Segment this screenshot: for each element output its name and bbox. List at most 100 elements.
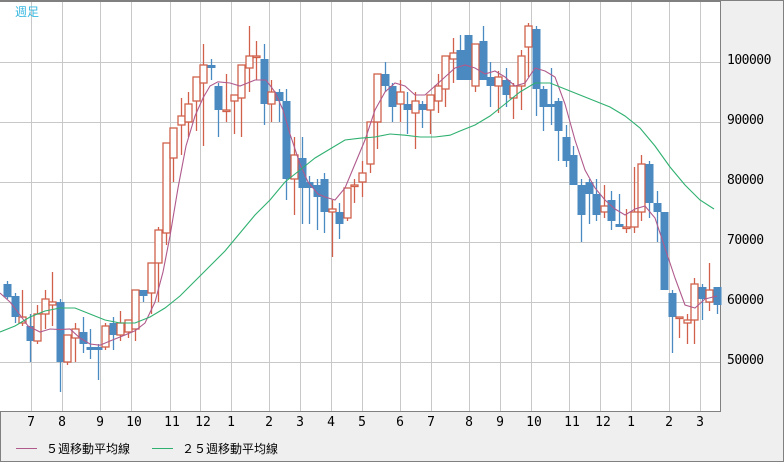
candle-body-down (260, 59, 269, 104)
x-tick-label: 3 (296, 415, 304, 430)
x-tick-label: 10 (126, 415, 142, 430)
x-tick-label: 7 (427, 415, 435, 430)
candle-body-up (252, 55, 261, 59)
y-tick-label: 80000 (727, 173, 764, 188)
legend-line-5-week-ma (16, 448, 37, 449)
x-tick-label: 8 (465, 415, 473, 430)
candle-body-down (298, 158, 307, 188)
candle-body-up (411, 100, 420, 114)
candle-body-down (653, 203, 662, 212)
legend: ５週移動平均線 ２５週移動平均線 (16, 440, 300, 457)
candle-body-down (577, 185, 586, 215)
candle-body-down (539, 89, 548, 107)
y-tick-label: 50000 (727, 353, 764, 368)
candle-body-up (48, 301, 57, 306)
x-tick-label: 7 (27, 415, 35, 430)
candle-body-up (630, 211, 639, 228)
candle-body-down (502, 80, 511, 95)
x-tick-label: 6 (396, 415, 404, 430)
candle-body-up (230, 94, 239, 102)
candle-body-up (600, 205, 609, 213)
candle-body-down (562, 137, 571, 161)
legend-item-25-week-ma: ２５週移動平均線 (152, 440, 278, 457)
candle-body-down (486, 77, 495, 86)
candle-body-up (622, 226, 631, 230)
x-tick-label: 8 (58, 415, 66, 430)
candle-body-down (388, 86, 397, 107)
candle-body-down (615, 224, 624, 227)
candle-body-down (592, 194, 601, 215)
candle-body-down (479, 41, 488, 80)
x-tick-label: 1 (227, 415, 235, 430)
candle-body-down (418, 104, 427, 110)
candle-body-up (41, 298, 50, 315)
candle-body-up (177, 115, 186, 126)
candle-body-up (471, 43, 480, 87)
x-tick-label: 4 (327, 415, 335, 430)
candle-body-down (456, 50, 465, 80)
candle-body-up (494, 76, 503, 87)
candle-body-down (11, 296, 20, 317)
candle-body-up (358, 172, 367, 183)
candle-body-up (162, 142, 171, 234)
x-tick-label: 3 (696, 415, 704, 430)
candle-body-down (381, 74, 390, 86)
candle-body-down (607, 200, 616, 221)
x-tick-label: 9 (96, 415, 104, 430)
candle-body-down (282, 101, 291, 179)
candle-body-down (275, 92, 284, 101)
candle-body-up (101, 325, 110, 348)
x-tick-label: 11 (164, 415, 180, 430)
candle-body-down (668, 293, 677, 317)
candle-body-up (237, 64, 246, 99)
candle-body-down (464, 35, 473, 80)
candle-body-down (569, 155, 578, 185)
y-tick-label: 70000 (727, 233, 764, 248)
candle-body-down (713, 287, 722, 305)
candle-body-up (449, 52, 458, 60)
candle-body-down (403, 104, 412, 110)
candle-body-up (222, 109, 231, 113)
candle-body-down (26, 326, 35, 341)
candle-body-down (645, 164, 654, 203)
candle-body-up (245, 55, 254, 69)
candle-body-down (698, 287, 707, 299)
candle-body-down (214, 86, 223, 110)
ma-25-week-line (0, 82, 715, 333)
x-tick-label: 1 (627, 415, 635, 430)
y-tick-label: 100000 (727, 53, 771, 68)
candle-body-up (199, 64, 208, 84)
candle-body-down (109, 323, 118, 335)
candle-body-up (290, 154, 299, 180)
candle-body-down (56, 302, 65, 362)
period-label: 週足 (15, 5, 40, 19)
candle-body-up (373, 73, 382, 123)
candle-body-down (660, 212, 669, 290)
candle-body-up (396, 91, 405, 105)
candle-body-down (139, 290, 148, 296)
candle-body-up (350, 184, 359, 188)
candle-body-down (585, 182, 594, 194)
legend-item-5-week-ma: ５週移動平均線 (16, 440, 130, 457)
candle-body-up (637, 163, 646, 213)
candle-body-up (184, 103, 193, 123)
candle-body-down (305, 182, 314, 188)
candle-body-up (509, 85, 518, 99)
x-tick-label: 11 (564, 415, 580, 430)
candle-body-up (434, 85, 443, 102)
candle-body-up (343, 187, 352, 219)
candle-body-up (675, 316, 684, 320)
legend-label-25-week-ma: ２５週移動平均線 (182, 442, 279, 456)
candle-body-down (335, 212, 344, 224)
x-tick-label: 2 (265, 415, 273, 430)
candle-body-up (517, 55, 526, 87)
candle-body-up (131, 289, 140, 330)
candle-body-down (320, 179, 329, 212)
legend-label-5-week-ma: ５週移動平均線 (46, 442, 131, 456)
candle-body-down (3, 284, 12, 298)
y-tick-label: 60000 (727, 293, 764, 308)
candle-body-up (267, 91, 276, 105)
candle-body-up (690, 283, 699, 321)
candle-body-down (79, 332, 88, 344)
ma-5-week-line (0, 64, 718, 346)
